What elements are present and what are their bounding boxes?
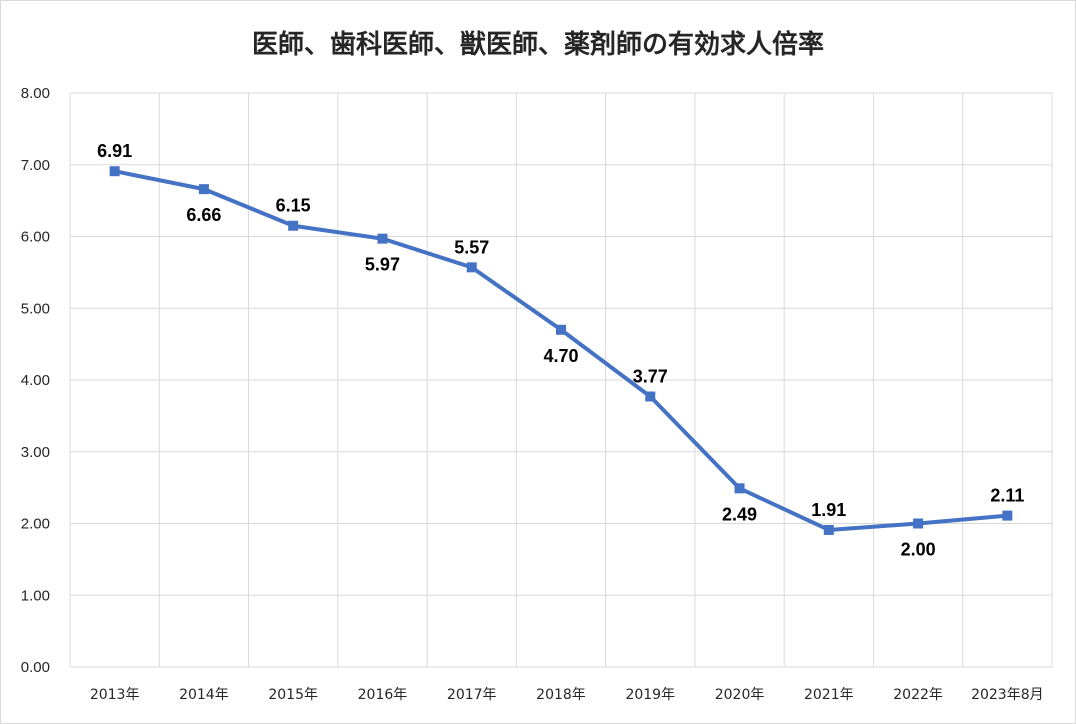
data-point-marker [198,184,209,195]
data-point-marker [288,220,299,231]
data-label: 1.91 [811,500,846,520]
data-point-marker [1002,510,1013,521]
y-tick-label: 4.00 [21,372,50,389]
x-tick-label: 2020年 [715,687,765,703]
y-tick-label: 1.00 [21,587,50,604]
x-tick-label: 2013年 [90,687,140,703]
x-tick-label: 2015年 [268,687,318,703]
data-point-marker [377,233,388,244]
data-label: 3.77 [633,367,668,387]
y-tick-label: 8.00 [21,85,50,102]
data-point-marker [109,166,120,177]
x-tick-label: 2023年8月 [971,687,1044,703]
data-point-marker [556,324,566,335]
x-tick-label: 2019年 [625,687,675,703]
chart-title: 医師、歯科医師、獣医師、薬剤師の有効求人倍率 [252,29,824,60]
data-label: 4.70 [543,346,578,366]
y-tick-label: 6.00 [21,229,50,246]
data-label: 5.97 [365,255,400,275]
data-label: 2.49 [722,504,757,524]
data-point-marker [466,262,477,273]
data-point-marker [913,518,924,529]
data-point-marker [823,524,834,535]
data-label: 2.00 [901,540,936,560]
x-tick-label: 2021年 [804,687,854,703]
y-tick-label: 0.00 [21,659,50,676]
data-labels: 6.91 6.66 6.15 5.97 5.57 4.70 3.77 2.49 1.91 2.00… [97,141,1024,559]
x-tick-label: 2014年 [179,687,229,703]
y-tick-label: 3.00 [21,444,50,461]
data-label: 6.15 [276,196,311,216]
y-tick-label: 2.00 [21,516,50,533]
data-point-marker [645,391,656,402]
y-tick-label: 7.00 [21,157,50,174]
data-label: 5.57 [454,237,489,257]
x-axis-ticks: 2013年 2014年 2015年 2016年 2017年 2018年 2019年 2020年… [90,687,1044,703]
series-line [109,166,1013,535]
y-tick-label: 5.00 [21,300,50,317]
data-label: 2.11 [990,486,1024,506]
gridlines [69,92,1053,668]
x-tick-label: 2017年 [447,687,497,703]
data-label: 6.66 [186,205,221,225]
x-tick-label: 2018年 [536,687,586,703]
x-tick-label: 2016年 [358,687,408,703]
data-point-marker [734,483,745,494]
x-tick-label: 2022年 [893,687,943,703]
y-axis-ticks: 0.00 1.00 2.00 3.00 4.00 5.00 6.00 7.00 8.00 [21,85,50,676]
data-label: 6.91 [97,141,132,161]
